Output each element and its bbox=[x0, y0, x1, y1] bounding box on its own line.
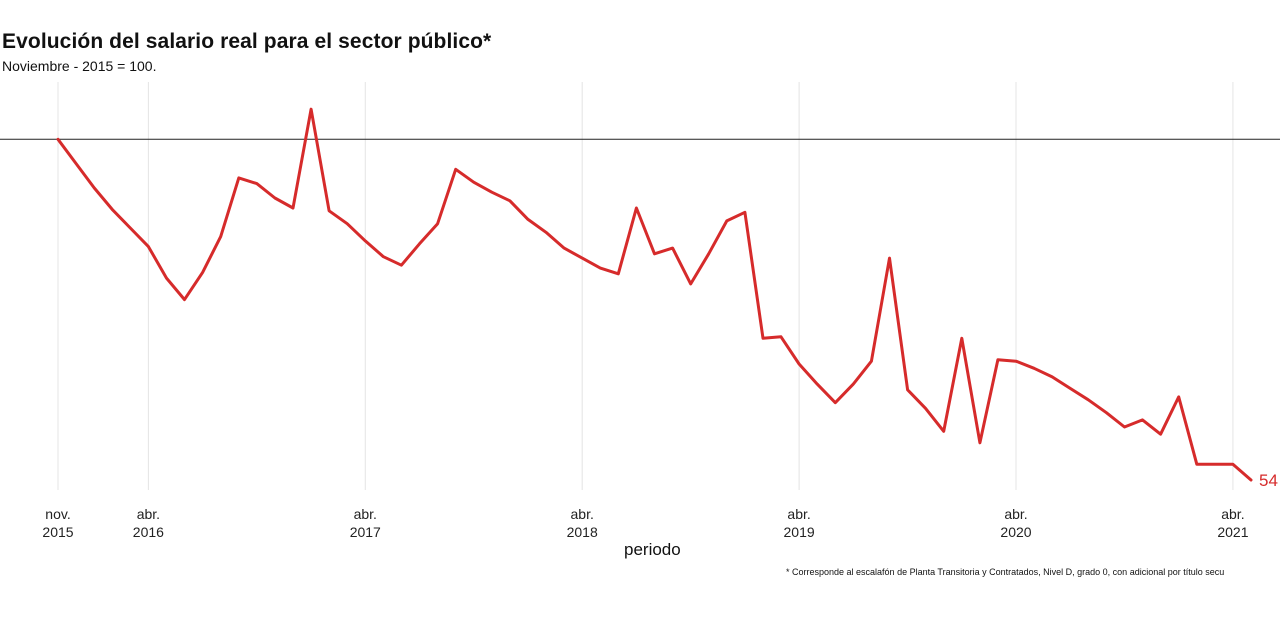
x-tick-label-1: abr. 2016 bbox=[133, 506, 164, 540]
end-value-label: 54 bbox=[1259, 471, 1278, 490]
footnote: * Corresponde al escalafón de Planta Tra… bbox=[786, 567, 1225, 577]
x-axis-ticks: nov. 2015 abr. 2016 abr. 2017 abr. 2018 abr. 2019… bbox=[42, 506, 1248, 540]
x-tick-label-2: abr. 2017 bbox=[350, 506, 381, 540]
chart-title: Evolución del salario real para el secto… bbox=[2, 30, 492, 53]
series-salario-real: 54 bbox=[56, 107, 1278, 490]
x-tick-label-0: nov. 2015 bbox=[42, 506, 73, 540]
x-tick-label-6: abr. 2021 bbox=[1217, 506, 1248, 540]
grid-lines bbox=[57, 82, 1234, 490]
x-tick-label-3: abr. 2018 bbox=[567, 506, 598, 540]
x-tick-label-5: abr. 2020 bbox=[1000, 506, 1031, 540]
x-axis-label: periodo bbox=[624, 540, 681, 559]
chart-subtitle: Noviembre - 2015 = 100. bbox=[2, 58, 157, 74]
series-line bbox=[56, 107, 1253, 482]
x-tick-label-4: abr. 2019 bbox=[784, 506, 815, 540]
